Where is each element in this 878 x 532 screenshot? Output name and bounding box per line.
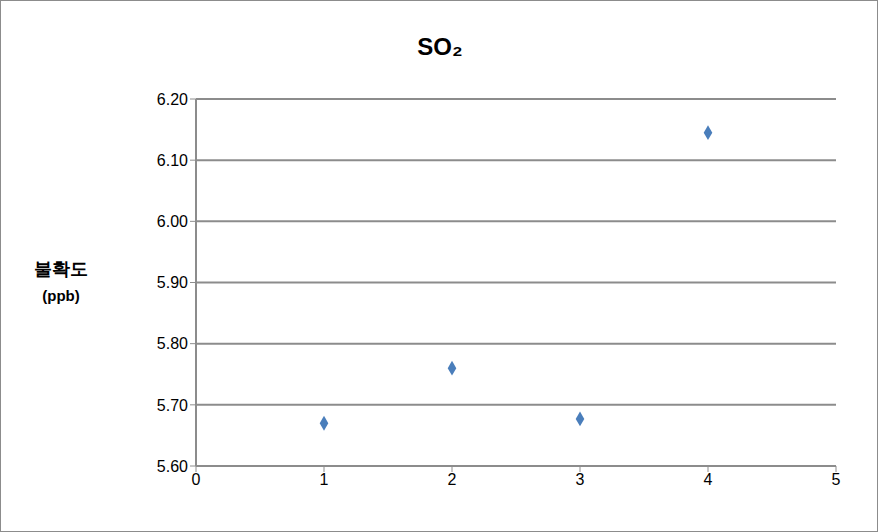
svg-text:2: 2 bbox=[448, 471, 457, 488]
svg-text:4: 4 bbox=[704, 471, 713, 488]
html-text:(ppb): (ppb) bbox=[42, 287, 80, 304]
svg-text:5.70: 5.70 bbox=[157, 397, 188, 414]
svg-text:5: 5 bbox=[832, 471, 841, 488]
html-text:불확도: 불확도 bbox=[34, 259, 88, 279]
svg-text:1: 1 bbox=[320, 471, 329, 488]
svg-text:6.00: 6.00 bbox=[157, 213, 188, 230]
svg-text:6.10: 6.10 bbox=[157, 152, 188, 169]
svg-text:5.90: 5.90 bbox=[157, 274, 188, 291]
svg-text:5.80: 5.80 bbox=[157, 335, 188, 352]
svg-text:0: 0 bbox=[192, 471, 201, 488]
svg-text:5.60: 5.60 bbox=[157, 458, 188, 475]
svg-text:3: 3 bbox=[576, 471, 585, 488]
html-text:SO₂: SO₂ bbox=[417, 33, 463, 60]
svg-text:6.20: 6.20 bbox=[157, 91, 188, 108]
